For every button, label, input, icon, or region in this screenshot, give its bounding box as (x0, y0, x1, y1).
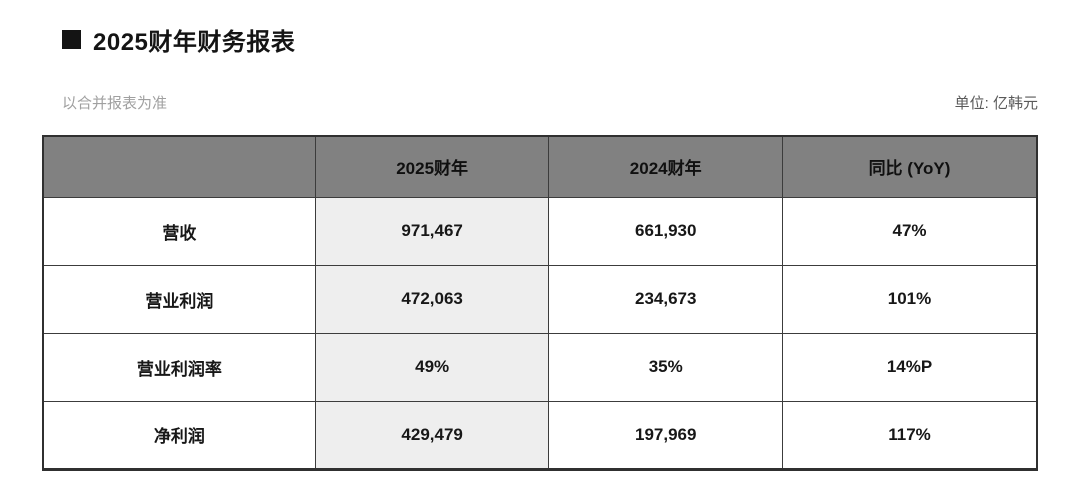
row-label: 营业利润率 (42, 332, 316, 402)
page-title: 2025财年财务报表 (93, 29, 296, 56)
cell-fy2024: 197,969 (548, 400, 783, 470)
meta-row: 以合并报表为准 单位: 亿韩元 (62, 92, 1038, 113)
black-square-icon (62, 30, 81, 49)
cell-yoy: 14%P (782, 332, 1038, 402)
title-row: 2025财年财务报表 (62, 22, 295, 57)
table-row-operating-profit: 营业利润 472,063 234,673 101% (42, 264, 1038, 334)
cell-yoy: 101% (782, 264, 1038, 334)
row-label: 营业利润 (42, 264, 316, 334)
cell-fy2025: 49% (314, 332, 550, 402)
financial-table-container: 2025财年 2024财年 同比 (YoY) 营收 971,467 661,93… (42, 135, 1038, 471)
cell-fy2025: 472,063 (314, 264, 550, 334)
cell-fy2025: 429,479 (314, 400, 550, 470)
cell-yoy: 47% (782, 196, 1038, 266)
row-label: 营收 (42, 196, 316, 266)
unit-label: 单位: 亿韩元 (954, 95, 1038, 112)
col-header-fy2024: 2024财年 (548, 135, 783, 198)
consolidated-note: 以合并报表为准 (62, 95, 168, 112)
cell-fy2024: 35% (548, 332, 783, 402)
financial-table: 2025财年 2024财年 同比 (YoY) 营收 971,467 661,93… (42, 135, 1038, 471)
cell-yoy: 117% (782, 400, 1038, 470)
col-header-yoy: 同比 (YoY) (782, 135, 1038, 198)
table-row-operating-margin: 营业利润率 49% 35% 14%P (42, 332, 1038, 402)
header-row: 2025财年 2024财年 同比 (YoY) (42, 135, 1038, 198)
row-label: 净利润 (42, 400, 316, 470)
col-header-metric (42, 135, 316, 198)
col-header-fy2025: 2025财年 (314, 135, 550, 198)
table-row-revenue: 营收 971,467 661,930 47% (42, 196, 1038, 266)
cell-fy2024: 234,673 (548, 264, 783, 334)
cell-fy2025: 971,467 (314, 196, 550, 266)
table-row-net-profit: 净利润 429,479 197,969 117% (42, 400, 1038, 470)
cell-fy2024: 661,930 (548, 196, 783, 266)
